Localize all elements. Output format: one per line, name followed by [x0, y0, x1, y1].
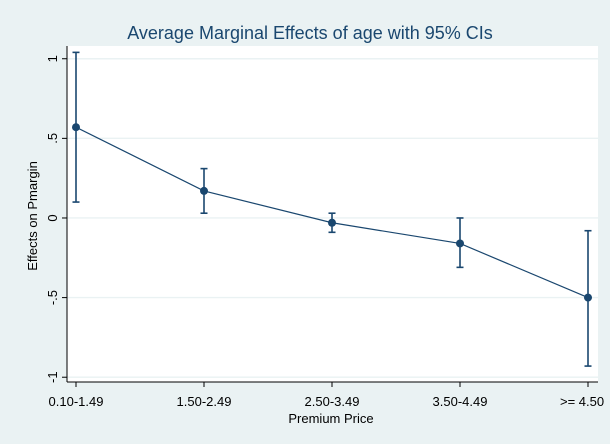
series: [72, 51, 592, 367]
y-axis-label: Effects on Pmargin: [25, 161, 40, 271]
x-tick-label: >= 4.50: [560, 394, 604, 409]
y-tick-label: -.5: [45, 290, 60, 305]
x-tick-label: 0.10-1.49: [49, 394, 104, 409]
axes: 1 .5 0 -.5 -1 0.10-1.49 1.50-2.49 2.50-3.49 3.50…: [45, 46, 604, 409]
data-point: [200, 186, 208, 195]
data-point: [72, 123, 80, 132]
y-tick-label: .5: [45, 133, 60, 144]
x-tick-label: 3.50-4.49: [433, 394, 488, 409]
data-point: [328, 218, 336, 227]
y-tick-label: 1: [45, 55, 60, 62]
y-tick-label: -1: [45, 371, 60, 383]
y-tick-label: 0: [45, 214, 60, 221]
data-point: [456, 239, 464, 248]
x-axis-label: Premium Price: [288, 411, 373, 426]
chart-title: Average Marginal Effects of age with 95%…: [127, 23, 493, 43]
x-tick-label: 1.50-2.49: [177, 394, 232, 409]
data-point: [584, 293, 592, 302]
x-tick-label: 2.50-3.49: [305, 394, 360, 409]
